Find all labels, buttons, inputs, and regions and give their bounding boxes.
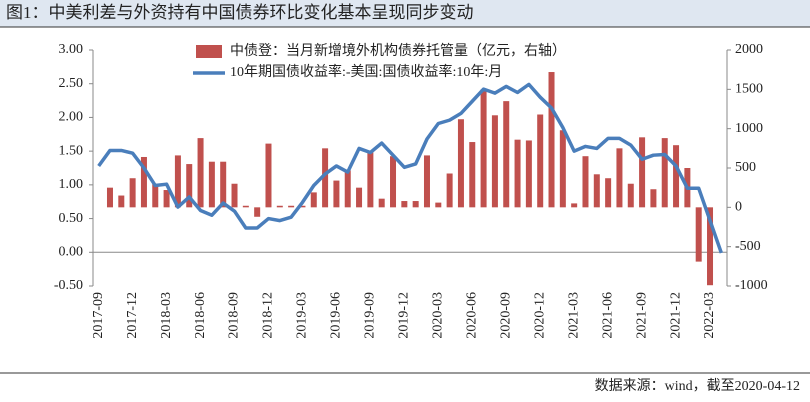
legend-label: 中债登：当月新增境外机构债券托管量（亿元，右轴） xyxy=(230,43,566,59)
x-tick-label: 2021-09 xyxy=(634,292,649,339)
bar xyxy=(571,203,578,208)
x-tick-label: 2020-06 xyxy=(464,292,479,339)
bar xyxy=(118,195,125,208)
x-tick-label: 2019-12 xyxy=(397,292,412,339)
bar xyxy=(695,207,702,262)
bar xyxy=(310,192,317,208)
x-tick-label: 2021-12 xyxy=(668,292,683,339)
x-tick-label: 2018-03 xyxy=(159,292,174,339)
x-tick-label: 2018-12 xyxy=(261,292,276,339)
bar xyxy=(106,187,113,208)
legend-label: 10年期国债收益率:-美国:国债收益率:10年:月 xyxy=(230,63,502,80)
chart-title: 图1：中美利差与外资持有中国债券环比变化基本呈现同步变动 xyxy=(6,3,474,22)
y2-tick-label: 1000 xyxy=(735,121,763,136)
y-tick-label: 1.50 xyxy=(59,143,84,158)
bar xyxy=(174,155,181,208)
bar xyxy=(390,156,397,208)
bar xyxy=(491,115,498,208)
bar xyxy=(231,183,238,208)
bar xyxy=(503,101,510,208)
x-tick-label: 2021-06 xyxy=(600,292,615,339)
bar xyxy=(265,143,272,208)
y2-tick-label: -500 xyxy=(735,239,761,254)
bar xyxy=(514,139,521,208)
y2-tick-label: -1000 xyxy=(735,278,768,293)
source: 数据来源：wind，截至2020-04-12 xyxy=(595,378,800,394)
bar xyxy=(593,174,600,208)
bar xyxy=(525,140,532,208)
x-tick-label: 2022-03 xyxy=(702,292,717,339)
bar xyxy=(616,148,623,208)
bar xyxy=(537,114,544,208)
bar xyxy=(401,201,408,208)
bar xyxy=(582,156,589,208)
y-tick-label: 0.00 xyxy=(59,245,84,260)
bar xyxy=(356,187,363,208)
bar xyxy=(650,189,657,208)
bar xyxy=(480,89,487,208)
bar xyxy=(627,183,634,208)
x-tick-label: 2020-09 xyxy=(498,292,513,339)
bar xyxy=(457,119,464,208)
bar xyxy=(673,145,680,208)
bar xyxy=(152,183,159,208)
x-tick-label: 2020-12 xyxy=(532,292,547,339)
bar xyxy=(446,173,453,208)
bar xyxy=(548,72,555,208)
bar xyxy=(435,202,442,208)
bar xyxy=(367,152,374,208)
y-tick-label: 1.00 xyxy=(59,177,84,192)
bar xyxy=(208,161,215,208)
bar xyxy=(661,138,668,208)
bar xyxy=(605,178,612,208)
x-tick-label: 2019-09 xyxy=(363,292,378,339)
y-tick-label: -0.50 xyxy=(54,278,83,293)
bar xyxy=(469,142,476,208)
y2-tick-label: 500 xyxy=(735,160,756,175)
bar xyxy=(254,207,261,217)
bar xyxy=(242,205,249,208)
y-tick-label: 2.50 xyxy=(59,76,84,91)
bar xyxy=(129,178,136,208)
bar xyxy=(140,156,147,208)
bar xyxy=(276,205,283,208)
bar xyxy=(639,137,646,208)
y-tick-label: 3.00 xyxy=(59,42,84,57)
bar xyxy=(197,138,204,208)
bar xyxy=(344,170,351,208)
bar xyxy=(186,164,193,208)
x-tick-label: 2018-06 xyxy=(193,292,208,339)
x-tick-label: 2017-12 xyxy=(125,292,140,339)
y2-tick-label: 2000 xyxy=(735,42,763,57)
y2-tick-label: 0 xyxy=(735,200,742,215)
bar xyxy=(299,205,306,208)
x-tick-label: 2017-09 xyxy=(91,292,106,339)
title-bar xyxy=(0,0,810,27)
x-tick-label: 2021-03 xyxy=(566,292,581,339)
bar xyxy=(220,161,227,208)
bar xyxy=(163,190,170,208)
bar xyxy=(378,198,385,208)
legend-swatch xyxy=(196,45,222,58)
line xyxy=(97,82,723,254)
y-tick-label: 0.50 xyxy=(59,211,84,226)
bar xyxy=(288,205,295,208)
bar xyxy=(423,155,430,208)
x-tick-label: 2019-03 xyxy=(295,292,310,339)
bar xyxy=(322,148,329,208)
x-tick-label: 2020-03 xyxy=(431,292,446,339)
bar xyxy=(559,130,566,208)
bar xyxy=(333,180,340,208)
y-tick-label: 2.00 xyxy=(59,110,84,125)
y2-tick-label: 1500 xyxy=(735,82,763,97)
x-tick-label: 2019-06 xyxy=(329,292,344,339)
bar xyxy=(707,207,714,286)
bar xyxy=(412,201,419,208)
x-tick-label: 2018-09 xyxy=(227,292,242,339)
